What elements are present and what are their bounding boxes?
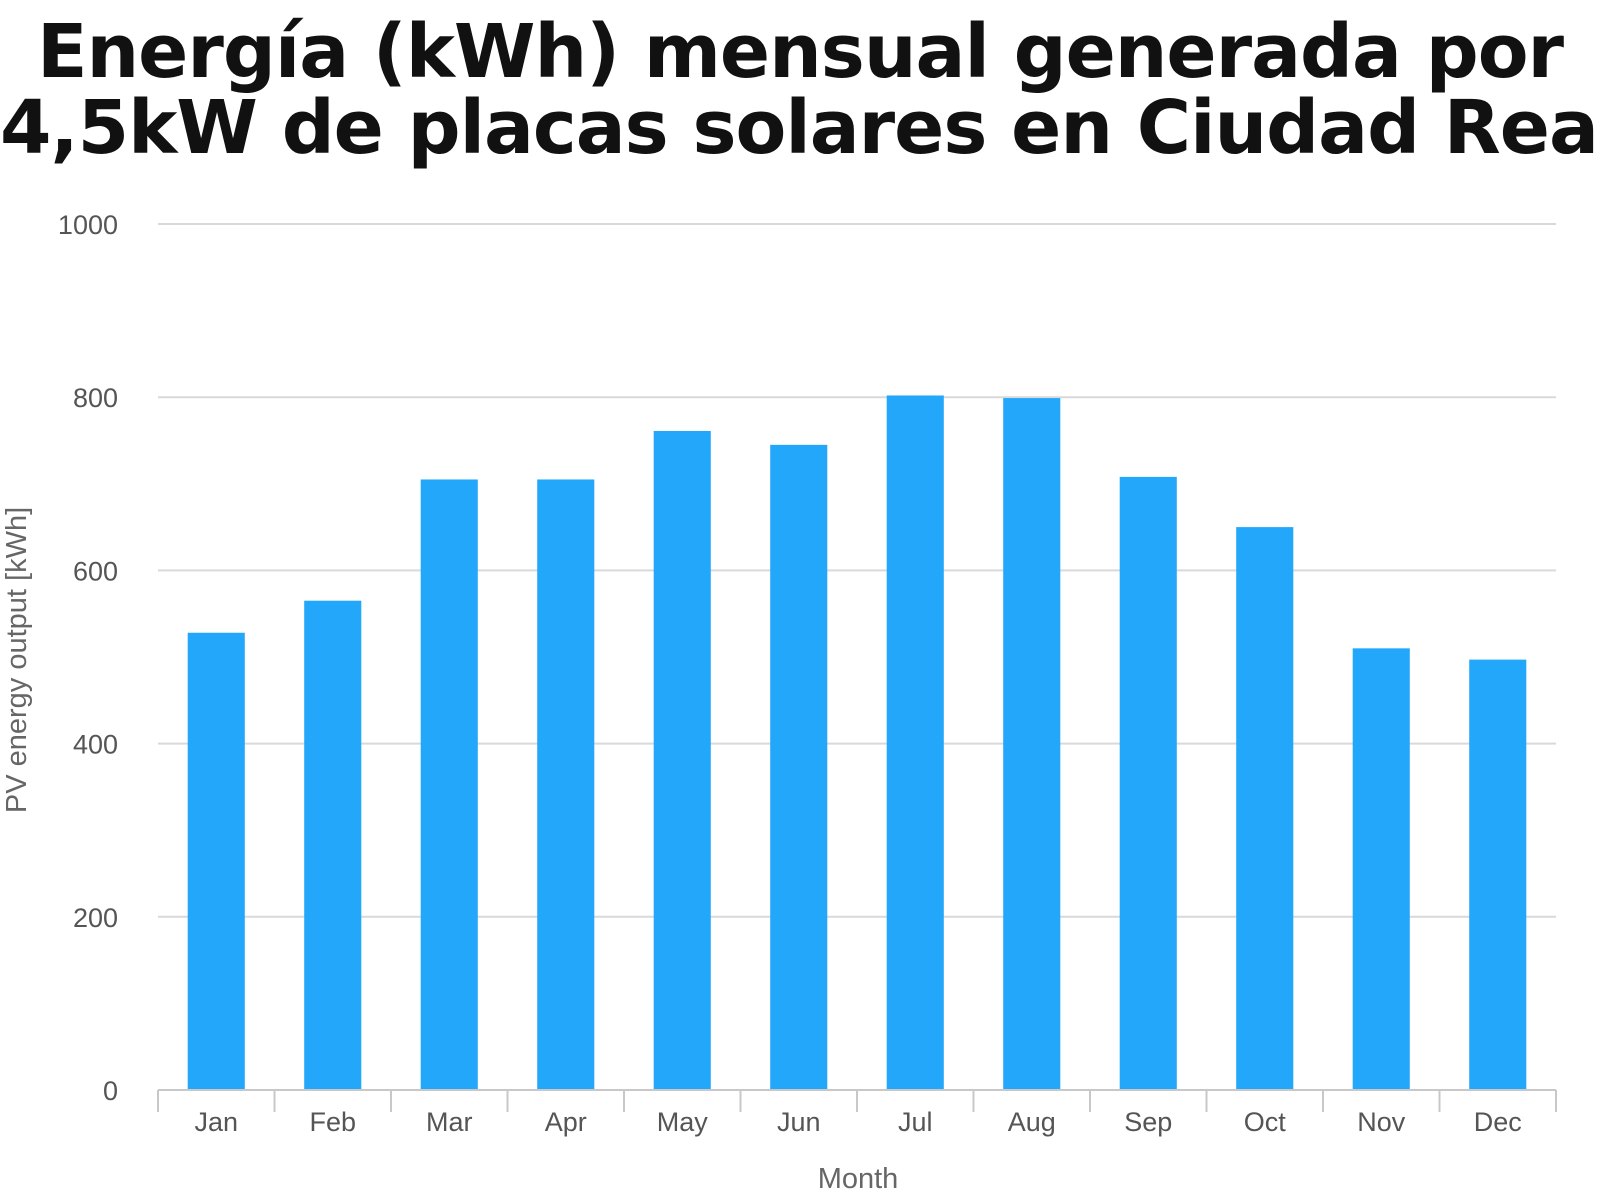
bar-may	[653, 430, 711, 1090]
x-tick-label: Aug	[1008, 1107, 1056, 1137]
bar-feb	[304, 600, 362, 1090]
x-tick-label: Oct	[1244, 1107, 1287, 1137]
x-tick-label: Jun	[777, 1107, 821, 1137]
x-tick-label: May	[657, 1107, 709, 1137]
bar-jun	[770, 444, 828, 1091]
y-tick-label: 1000	[58, 210, 118, 240]
chart-title-line-2: 4,5kW de placas solares en Ciudad Real	[0, 85, 1600, 171]
bar-aug	[1003, 398, 1061, 1090]
bar-jan	[187, 632, 245, 1090]
x-tick-label: Sep	[1124, 1107, 1172, 1137]
bar-jul	[886, 395, 944, 1090]
chart-title-line-1: Energía (kWh) mensual generada por	[36, 9, 1564, 95]
bar-nov	[1352, 648, 1410, 1090]
y-axis-title: PV energy output [kWh]	[1, 507, 33, 813]
chart-title: Energía (kWh) mensual generada por 4,5kW…	[0, 14, 1600, 166]
bar-oct	[1236, 527, 1294, 1090]
y-tick-label: 0	[103, 1076, 118, 1106]
x-tick-label: Mar	[426, 1107, 473, 1137]
bar-sep	[1119, 476, 1177, 1090]
x-tick-label: Jul	[898, 1107, 933, 1137]
y-tick-label: 800	[73, 383, 118, 413]
y-tick-label: 200	[73, 903, 118, 933]
bar-apr	[537, 479, 595, 1091]
x-tick-label: Nov	[1357, 1107, 1406, 1137]
x-tick-label: Jan	[194, 1107, 238, 1137]
bar-mar	[420, 479, 478, 1091]
y-tick-label: 400	[73, 730, 118, 760]
x-axis-title: Month	[818, 1163, 899, 1195]
x-tick-label: Apr	[545, 1107, 587, 1137]
bar-dec	[1469, 659, 1527, 1090]
gridlines	[158, 223, 1556, 918]
y-tick-label: 600	[73, 556, 118, 586]
x-tick-label: Feb	[309, 1107, 356, 1137]
bars	[187, 395, 1527, 1091]
x-axis: Jan Feb Mar Apr May Jun Jul Aug Sep Oct Nov Dec	[157, 1089, 1557, 1137]
y-axis: 0 200 400 600 800 1000	[58, 210, 118, 1106]
x-tick-label: Dec	[1474, 1107, 1522, 1137]
